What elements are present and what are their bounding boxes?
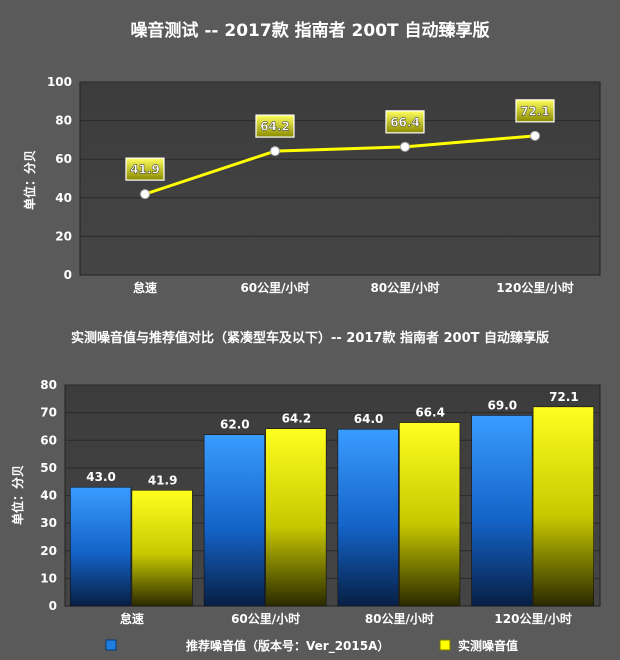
- line-point: [400, 141, 410, 152]
- bar-measured: [399, 422, 461, 607]
- bar-y-tick-label: 0: [49, 599, 57, 613]
- bar-series: 43.0 41.9 62.0 64.2 64.0 66.4 69.0 72.1: [70, 390, 594, 607]
- bar-y-tick-label: 10: [40, 571, 57, 585]
- bar-x-tick-label: 60公里/小时: [231, 611, 300, 626]
- bar-chart-title: 实测噪音值与推荐值对比（紧凑型车及以下）-- 2017款 指南者 200T 自动…: [71, 330, 549, 346]
- bar-y-ticks: 0 10 20 30 40 50 60 70 80: [40, 378, 57, 613]
- bar-y-tick-label: 60: [40, 433, 57, 447]
- line-y-axis-label: 单位：分贝: [22, 150, 37, 210]
- line-x-tick-label: 怠速: [133, 280, 157, 295]
- line-x-ticks: 怠速 60公里/小时 80公里/小时 120公里/小时: [133, 280, 574, 295]
- line-gridlines: [80, 81, 600, 237]
- line-points: 41.9 64.2 66.4 72.1: [125, 99, 555, 200]
- line-point: [140, 189, 150, 200]
- line-y-tick-label: 20: [55, 229, 72, 243]
- bar-x-tick-label: 120公里/小时: [494, 611, 571, 626]
- bar-value-label: 72.1: [549, 390, 579, 404]
- bar-recommended: [203, 434, 265, 607]
- line-y-tick-label: 60: [55, 152, 72, 166]
- line-y-tick-label: 40: [55, 191, 72, 205]
- bar-y-tick-label: 30: [40, 516, 57, 530]
- line-point: [270, 146, 280, 157]
- bar-measured: [532, 406, 594, 607]
- line-y-tick-label: 80: [55, 114, 72, 128]
- line-data-label: 41.9: [130, 163, 160, 177]
- line-x-tick-label: 120公里/小时: [496, 280, 573, 295]
- bar-y-tick-label: 70: [40, 406, 57, 420]
- line-data-label-box: [385, 110, 425, 134]
- bar-recommended: [471, 415, 533, 607]
- line-chart-title: 噪音测试 -- 2017款 指南者 200T 自动臻享版: [130, 20, 489, 41]
- line-series-path: [144, 134, 536, 196]
- line-y-ticks: 0 20 40 60 80 100: [47, 75, 72, 282]
- line-data-label: 64.2: [260, 120, 290, 134]
- bar-recommended: [337, 428, 399, 607]
- line-x-tick-label: 80公里/小时: [370, 280, 439, 295]
- line-data-label-box: [255, 114, 295, 138]
- bar-value-label: 64.2: [282, 412, 312, 426]
- line-x-tick-label: 60公里/小时: [240, 280, 309, 295]
- bar-value-label: 64.0: [354, 412, 384, 426]
- bar-y-axis-label: 单位：分贝: [10, 465, 25, 525]
- bar-y-tick-label: 20: [40, 544, 57, 558]
- line-y-tick-label: 0: [64, 268, 72, 282]
- bar-y-tick-label: 80: [40, 378, 57, 392]
- bar-value-label: 69.0: [488, 398, 518, 412]
- bar-y-tick-label: 50: [40, 461, 57, 475]
- bar-x-tick-label: 80公里/小时: [365, 611, 434, 626]
- legend: 推荐噪音值（版本号：Ver_2015A） 实测噪音值: [105, 638, 518, 654]
- line-y-tick-label: 100: [47, 75, 72, 89]
- legend-label-recommended: 推荐噪音值（版本号：Ver_2015A）: [186, 638, 389, 654]
- line-point: [530, 130, 540, 141]
- line-data-label: 66.4: [390, 115, 420, 129]
- bar-y-tick-label: 40: [40, 489, 57, 503]
- bar-value-label: 66.4: [415, 406, 445, 420]
- line-plot-area: [79, 81, 601, 276]
- line-data-label-box: [515, 99, 555, 123]
- line-data-label: 72.1: [520, 104, 550, 118]
- bar-value-label: 43.0: [86, 470, 116, 484]
- line-data-label-box: [125, 157, 165, 181]
- bar-x-tick-label: 怠速: [120, 611, 144, 626]
- legend-swatch-recommended: [105, 639, 117, 651]
- bar-measured: [265, 428, 327, 607]
- legend-swatch-measured: [439, 639, 451, 651]
- bar-value-label: 62.0: [220, 418, 250, 432]
- bar-recommended: [70, 486, 132, 607]
- legend-label-measured: 实测噪音值: [458, 638, 518, 653]
- bar-value-label: 41.9: [148, 473, 178, 487]
- bar-measured: [131, 489, 193, 607]
- bar-x-ticks: 怠速 60公里/小时 80公里/小时 120公里/小时: [120, 611, 572, 626]
